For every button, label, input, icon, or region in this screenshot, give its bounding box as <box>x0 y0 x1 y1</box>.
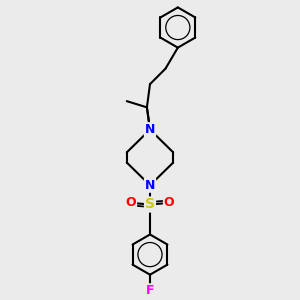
Text: N: N <box>145 123 155 136</box>
Text: F: F <box>146 284 154 297</box>
Text: O: O <box>125 196 136 209</box>
Text: S: S <box>145 197 155 212</box>
Text: O: O <box>164 196 175 209</box>
Text: N: N <box>145 179 155 192</box>
